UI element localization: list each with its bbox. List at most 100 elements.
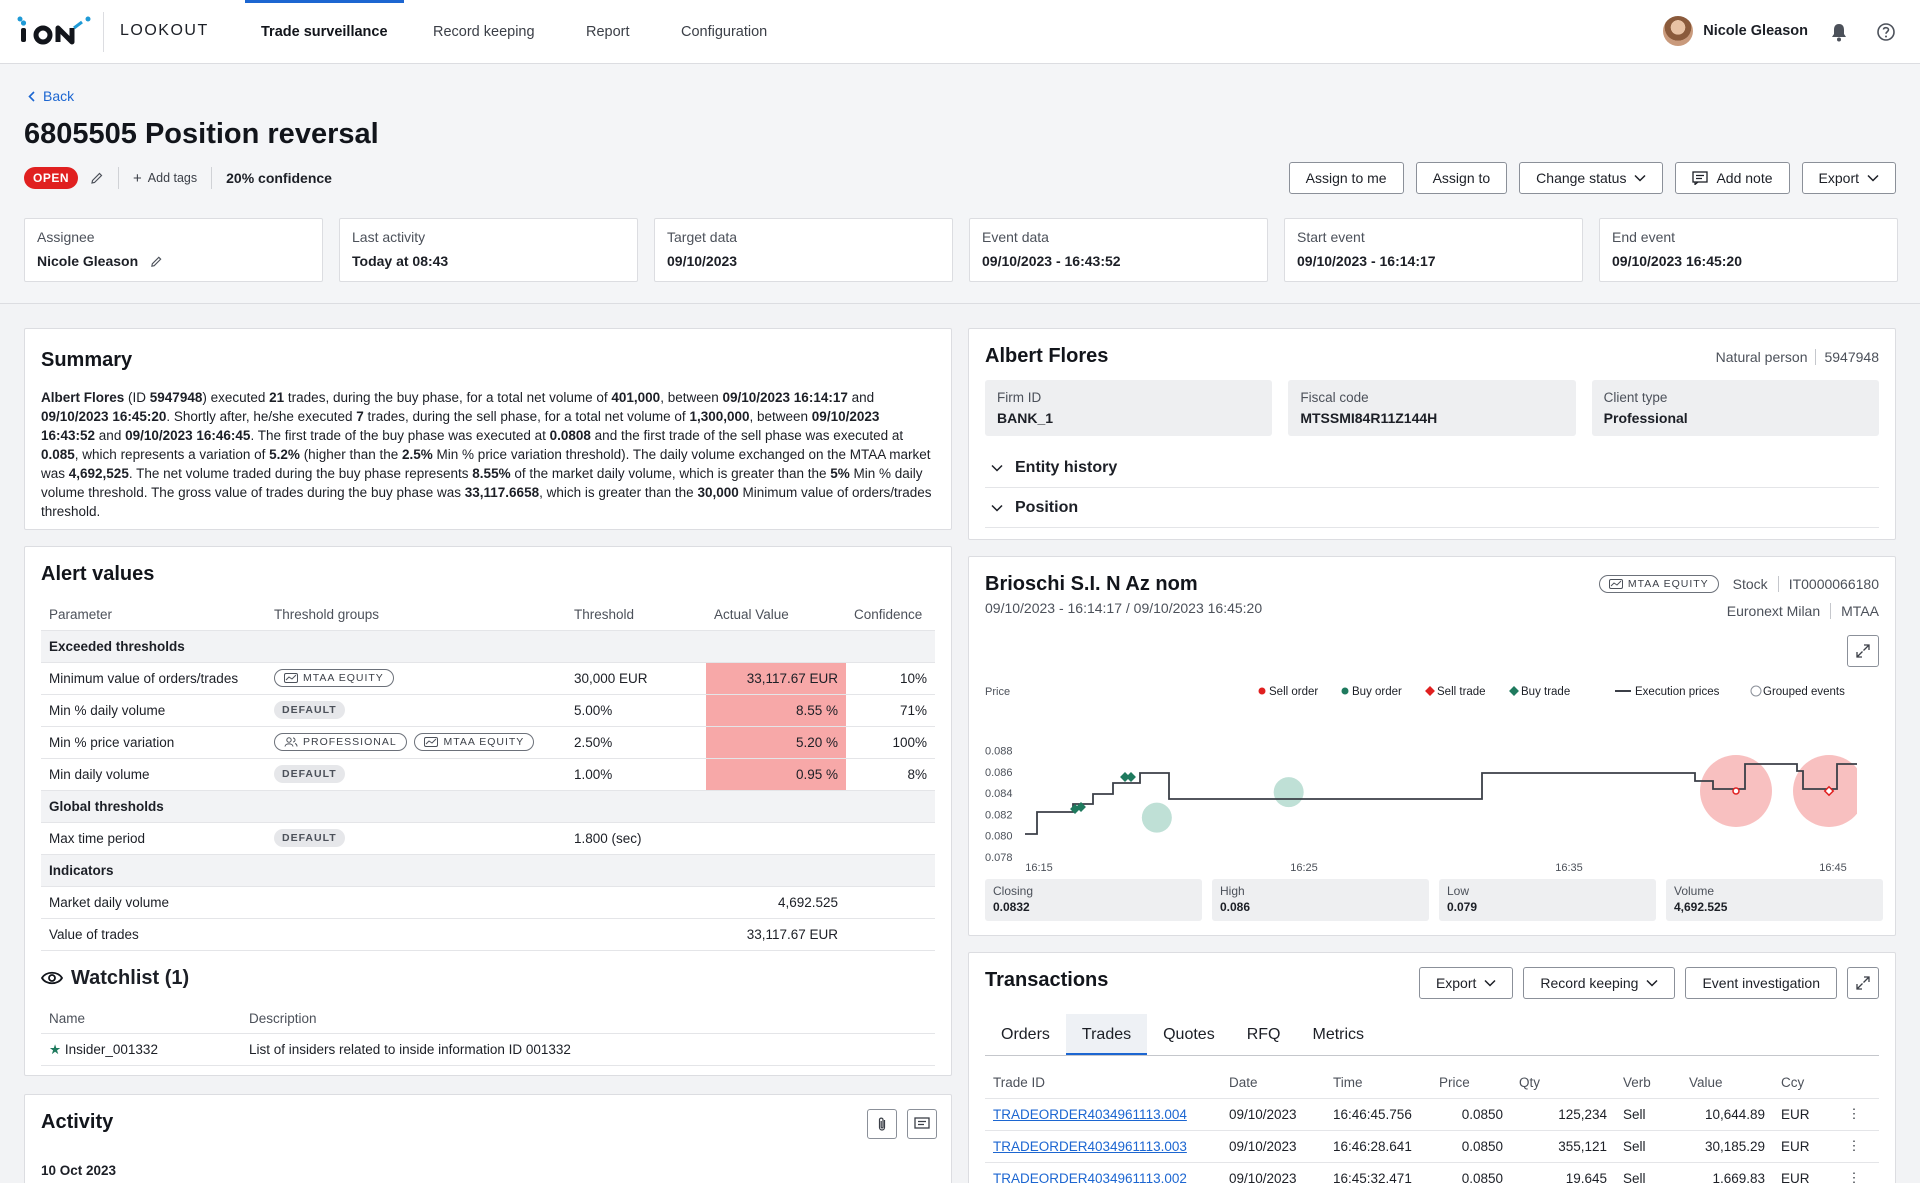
group-row: Global thresholds (41, 790, 935, 823)
expand-transactions-button[interactable] (1847, 967, 1879, 999)
paperclip-icon (878, 1117, 886, 1131)
col-parameter: Parameter (41, 600, 266, 631)
threshold-groups-cell: DEFAULT (266, 822, 566, 855)
bell-icon[interactable] (1830, 22, 1848, 42)
time-cell: 16:46:45.756 (1325, 1098, 1431, 1131)
date-cell: 09/10/2023 (1221, 1130, 1325, 1163)
group-label: Global thresholds (41, 790, 935, 823)
edit-status-icon[interactable] (90, 171, 104, 185)
table-row[interactable]: TRADEORDER4034961113.004 09/10/2023 16:4… (985, 1098, 1879, 1131)
table-row[interactable]: Min % daily volume DEFAULT 5.00% 8.55 % … (41, 694, 935, 727)
attachment-button[interactable] (867, 1109, 897, 1139)
expand-icon (1856, 976, 1870, 990)
table-row[interactable]: Min % price variation PROFESSIONAL MTAA … (41, 726, 935, 759)
add-note-button[interactable]: Add note (1675, 162, 1790, 194)
help-icon[interactable] (1876, 22, 1896, 42)
tab-record-keeping[interactable]: Record keeping (433, 24, 535, 40)
summary-highlight: 5.2% (269, 447, 300, 462)
col-value: Value (1681, 1068, 1773, 1099)
user-menu[interactable]: Nicole Gleason (1663, 16, 1808, 46)
legend-marker (1341, 687, 1349, 695)
summary-fragment: trades, during the buy phase, for a tota… (284, 390, 612, 405)
value-cell: 1,669.83 (1681, 1162, 1773, 1183)
change-status-button[interactable]: Change status (1519, 162, 1664, 194)
summary-highlight: 09/10/2023 16:46:45 (125, 428, 251, 443)
threshold-cell (566, 918, 706, 951)
assignee-name: Nicole Gleason (37, 253, 139, 269)
table-row[interactable]: Min daily volume DEFAULT 1.00% 0.95 % 8% (41, 758, 935, 791)
tag-mtaa-equity: MTAA EQUITY (1598, 575, 1719, 593)
assign-to-button[interactable]: Assign to (1415, 162, 1508, 194)
back-link[interactable]: Back (28, 88, 74, 104)
edit-assignee-icon[interactable] (150, 255, 163, 268)
trade-id-link[interactable]: TRADEORDER4034961113.002 (993, 1170, 1187, 1183)
alert-values-panel: Alert values Parameter Threshold groups … (24, 546, 952, 1076)
tag-default: DEFAULT (274, 701, 345, 719)
table-row[interactable]: Market daily volume 4,692.525 (41, 886, 935, 919)
qty-cell: 355,121 (1511, 1130, 1615, 1163)
tab-orders[interactable]: Orders (1001, 1026, 1050, 1043)
accordion-position[interactable]: Position (985, 488, 1879, 528)
col-verb: Verb (1615, 1068, 1681, 1099)
tab-quotes[interactable]: Quotes (1163, 1026, 1215, 1043)
table-row[interactable]: Value of trades 33,117.67 EUR (41, 918, 935, 951)
activity-title: Activity (41, 1111, 114, 1133)
activity-panel: Activity 10 Oct 2023 (24, 1094, 952, 1183)
table-row[interactable]: Max time period DEFAULT 1.800 (sec) (41, 822, 935, 855)
export-transactions-button[interactable]: Export (1418, 967, 1514, 999)
export-button[interactable]: Export (1801, 162, 1896, 194)
expand-icon (1856, 644, 1870, 658)
summary-fragment: trades, during the sell phase, for a tot… (363, 409, 690, 424)
tag-label: MTAA EQUITY (443, 736, 525, 748)
expand-chart-button[interactable] (1847, 635, 1879, 667)
table-row[interactable]: TRADEORDER4034961113.003 09/10/2023 16:4… (985, 1130, 1879, 1163)
trade-id-link[interactable]: TRADEORDER4034961113.004 (993, 1106, 1187, 1122)
trade-id-link[interactable]: TRADEORDER4034961113.003 (993, 1138, 1187, 1154)
price-chart[interactable]: Price Sell order Buy order Sell trade Buy tr… (977, 637, 1857, 872)
tab-trade-surveillance[interactable]: Trade surveillance (245, 0, 404, 64)
legend-marker (1750, 685, 1762, 697)
ion-logo[interactable] (16, 14, 92, 50)
field-label: Fiscal code (1300, 390, 1369, 405)
tag-label: PROFESSIONAL (303, 736, 397, 748)
add-tags-button[interactable]: + Add tags (133, 170, 197, 187)
assign-to-me-label: Assign to me (1305, 170, 1387, 186)
tab-rfq[interactable]: RFQ (1246, 1026, 1281, 1043)
table-row[interactable]: Minimum value of orders/trades MTAA EQUI… (41, 662, 935, 695)
status-badge[interactable]: OPEN (24, 167, 79, 189)
note-icon (1692, 171, 1709, 185)
threshold-cell: 1.00% (566, 758, 706, 791)
stat-label: Low (1447, 884, 1470, 898)
button-label: Export (1435, 975, 1477, 991)
row-menu-icon[interactable]: ⋮ (1829, 1162, 1879, 1183)
tab-metrics[interactable]: Metrics (1312, 1026, 1365, 1043)
tab-report[interactable]: Report (586, 24, 630, 40)
table-row[interactable]: ★ Insider_001332 List of insiders relate… (41, 1033, 935, 1066)
legend-marker (1425, 686, 1435, 696)
table-row[interactable]: TRADEORDER4034961113.002 09/10/2023 16:4… (985, 1162, 1879, 1183)
summary-highlight: 21 (269, 390, 285, 405)
comment-button[interactable] (907, 1109, 937, 1139)
assign-to-me-button[interactable]: Assign to me (1288, 162, 1404, 194)
instrument-panel: Brioschi S.I. N Az nom 09/10/2023 - 16:1… (968, 556, 1896, 936)
confidence-cell: 100% (846, 726, 935, 759)
actual-value-cell: 4,692.525 (706, 886, 846, 919)
record-keeping-button[interactable]: Record keeping (1523, 967, 1676, 999)
buy-trade-marker (1076, 802, 1086, 812)
accordion-entity-history[interactable]: Entity history (985, 448, 1879, 488)
confidence-cell (846, 918, 935, 951)
sell-trade-marker (1823, 785, 1835, 797)
status-row: OPEN + Add tags 20% confidence (24, 166, 332, 190)
summary-highlight: 09/10/2023 16:43:52 (41, 409, 880, 443)
row-menu-icon[interactable]: ⋮ (1829, 1130, 1879, 1163)
row-menu-icon[interactable]: ⋮ (1829, 1098, 1879, 1131)
threshold-cell: 2.50% (566, 726, 706, 759)
watchlist-description-cell: List of insiders related to inside infor… (241, 1033, 935, 1066)
qty-cell: 125,234 (1511, 1098, 1615, 1131)
param-cell: Value of trades (41, 918, 266, 951)
event-investigation-button[interactable]: Event investigation (1685, 967, 1837, 999)
tab-configuration[interactable]: Configuration (681, 24, 768, 40)
tab-trades[interactable]: Trades (1065, 1014, 1148, 1055)
col-actual-value: Actual Value (706, 600, 846, 631)
entity-type: Natural person (1715, 349, 1808, 365)
